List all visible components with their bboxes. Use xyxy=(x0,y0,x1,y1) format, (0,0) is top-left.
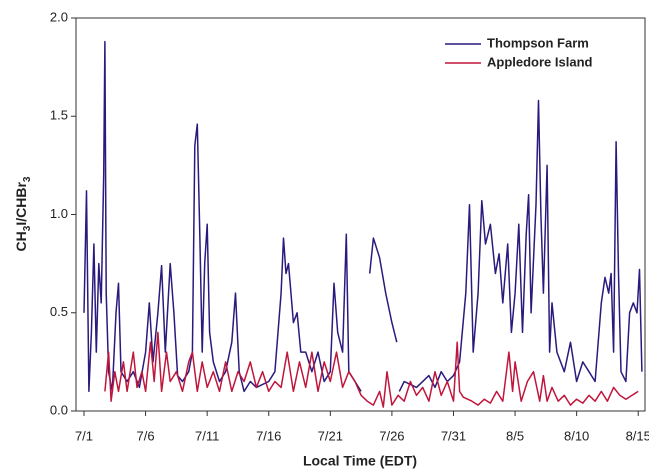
x-tick-label: 7/16 xyxy=(256,428,281,443)
y-tick-label: 1.0 xyxy=(50,206,68,221)
x-axis-label: Local Time (EDT) xyxy=(303,453,417,469)
series-line xyxy=(104,331,639,408)
y-tick-label: 1.5 xyxy=(50,108,68,123)
y-tick-label: 0.0 xyxy=(50,402,68,417)
y-tick-label: 0.5 xyxy=(50,304,68,319)
x-tick-label: 7/21 xyxy=(318,428,343,443)
plot-frame xyxy=(75,17,646,412)
x-tick-label: 7/31 xyxy=(441,428,466,443)
x-tick-label: 8/15 xyxy=(626,428,649,443)
x-tick-label: 8/5 xyxy=(506,428,524,443)
x-tick-label: 7/11 xyxy=(195,428,219,443)
legend-label: Thompson Farm xyxy=(487,35,589,50)
y-tick-label: 2.0 xyxy=(50,9,68,24)
series-line xyxy=(83,40,643,393)
x-tick-label: 7/6 xyxy=(137,428,155,443)
x-tick-label: 8/10 xyxy=(564,428,589,443)
x-tick-label: 7/1 xyxy=(75,428,93,443)
legend-label: Appledore Island xyxy=(487,54,593,69)
x-tick-label: 7/26 xyxy=(379,428,404,443)
y-axis-label: CH3I/CHBr3 xyxy=(13,176,33,251)
